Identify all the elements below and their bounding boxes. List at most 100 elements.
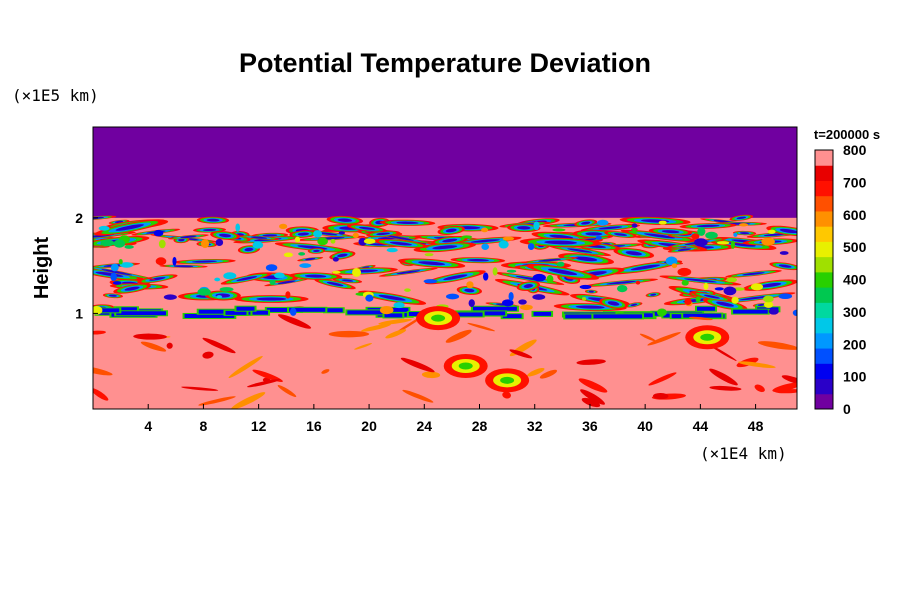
colorbar-tick-label: 200: [843, 336, 867, 352]
field-patch: [400, 357, 435, 373]
field-patch: [450, 257, 506, 264]
field-patch: [613, 247, 655, 259]
field-patch: [421, 371, 441, 379]
field-patch: [778, 293, 793, 300]
field-patch: [264, 278, 310, 287]
field-patch: [93, 264, 156, 280]
field-patch: [714, 287, 724, 291]
field-patch: [546, 274, 554, 284]
field-patch: [234, 305, 257, 312]
colorbar-segment: [815, 241, 833, 258]
field-patch: [98, 225, 110, 231]
field-patch: [739, 223, 749, 227]
field-patch: [215, 238, 224, 247]
x-tick-label: 36: [582, 418, 598, 434]
field-patch: [155, 257, 167, 266]
field-patch: [228, 355, 263, 379]
field-patch: [223, 309, 249, 316]
field-patch: [323, 307, 345, 314]
colorbar-tick-label: 100: [843, 369, 867, 385]
field-patch: [498, 240, 509, 249]
colorbar-frame: [814, 149, 834, 410]
field-patch: [216, 295, 223, 299]
field-patch: [506, 269, 517, 273]
field-patch: [492, 267, 498, 276]
field-patch: [113, 239, 126, 248]
x-tick-label: 12: [251, 418, 267, 434]
field-patch: [599, 298, 628, 309]
field-patch: [289, 230, 318, 238]
field-patch: [470, 305, 519, 312]
field-patch: [345, 309, 392, 316]
field-patch: [762, 295, 774, 303]
field-patch: [729, 214, 754, 221]
colorbar-tick-label: 700: [843, 174, 867, 190]
field-patch: [579, 313, 645, 320]
field-patch: [437, 225, 465, 235]
field-patch: [93, 267, 145, 281]
field-patch: [695, 296, 701, 303]
field-patch: [527, 367, 545, 377]
field-patch: [580, 224, 641, 232]
field-patch: [402, 389, 434, 403]
field-patch: [158, 239, 166, 249]
field-patch: [709, 385, 742, 391]
plot-area: [93, 127, 797, 409]
field-patch: [365, 294, 374, 302]
field-patch: [563, 313, 594, 320]
x-tick-label: 40: [637, 418, 653, 434]
x-tick-label: 24: [417, 418, 433, 434]
field-patch: [502, 391, 511, 399]
field-patch: [779, 251, 789, 255]
field-patch: [173, 258, 236, 265]
field-patch: [456, 286, 482, 295]
field-patch: [332, 256, 339, 262]
colorbar-tick-label: 600: [843, 207, 867, 223]
field-patch: [265, 264, 278, 272]
field-patch: [702, 297, 748, 311]
field-patch: [485, 368, 530, 393]
time-label: t=200000 s: [814, 127, 880, 142]
field-patch: [584, 278, 659, 287]
field-patch: [604, 231, 637, 238]
field-patch: [113, 283, 151, 294]
field-patch: [313, 230, 323, 238]
field-patch: [182, 312, 237, 319]
field-patch: [767, 229, 776, 234]
field-patch: [764, 301, 774, 308]
field-patch: [423, 279, 438, 284]
y-tick-label: 1: [75, 305, 83, 321]
field-patch: [163, 294, 177, 300]
field-patch: [532, 294, 546, 300]
field-patch: [332, 270, 341, 274]
field-patch: [119, 262, 134, 268]
field-patch: [527, 243, 535, 251]
field-patch: [385, 329, 407, 339]
field-patch: [133, 333, 167, 340]
field-patch: [269, 279, 276, 285]
upper-layer: [93, 127, 797, 218]
field-patch: [252, 369, 283, 382]
field-patch: [616, 284, 628, 293]
field-patch: [581, 397, 601, 408]
field-patch: [379, 305, 394, 315]
field-patch: [703, 282, 709, 290]
field-patch: [521, 257, 579, 264]
field-patch: [100, 239, 115, 247]
field-patch: [647, 332, 681, 346]
field-patch: [579, 284, 592, 290]
field-patch: [287, 306, 328, 313]
chart-title: Potential Temperature Deviation: [239, 48, 651, 78]
field-patch: [481, 243, 490, 251]
field-patch: [685, 325, 730, 350]
field-patch: [466, 281, 474, 289]
field-patch: [159, 264, 208, 268]
field-patch: [697, 227, 706, 236]
field-patch: [572, 229, 616, 239]
field-patch: [658, 220, 667, 225]
field-patch: [346, 224, 388, 233]
field-patch: [307, 248, 326, 254]
field-patch: [277, 384, 297, 398]
field-patch: [574, 219, 598, 227]
